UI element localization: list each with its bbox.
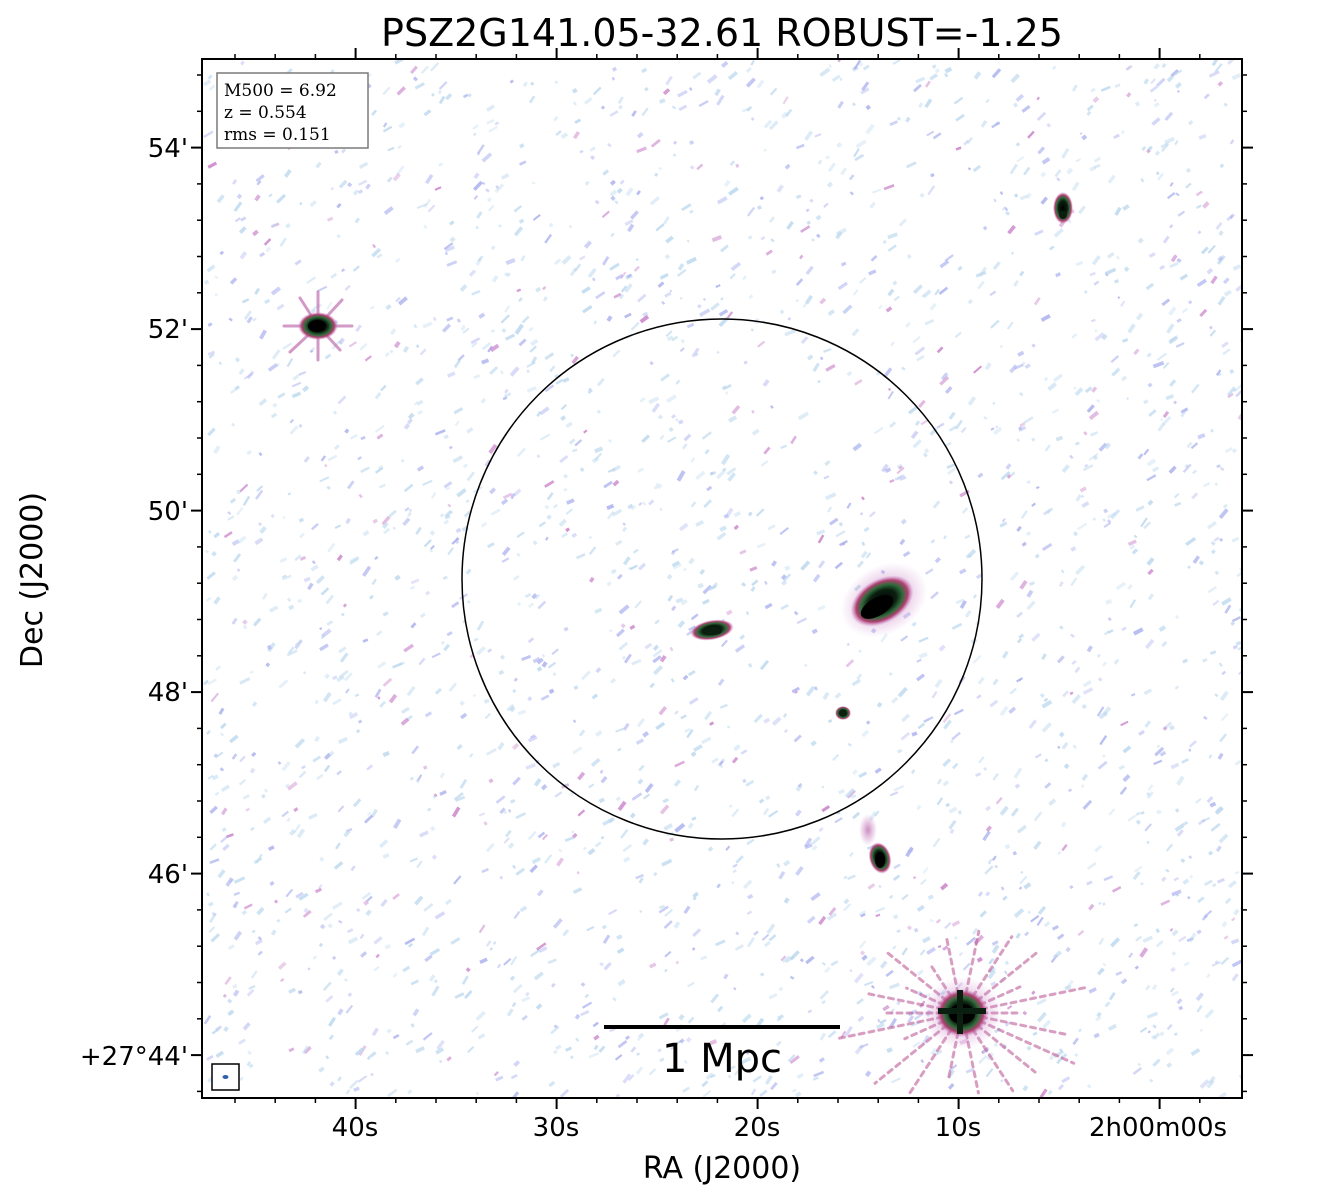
radio-source-small-center xyxy=(835,706,851,720)
x-tick-label: 10s xyxy=(935,1113,982,1143)
x-tick-label: 2h00m00s xyxy=(1089,1113,1227,1143)
y-tick-label: +27°44' xyxy=(80,1042,188,1072)
x-tick-label: 40s xyxy=(332,1113,379,1143)
y-tick-labels: 54' 52' 50' 48' 46' +27°44' xyxy=(80,134,188,1072)
x-tick-label: 30s xyxy=(533,1113,580,1143)
x-axis-label: RA (J2000) xyxy=(643,1151,801,1186)
plot-frame xyxy=(201,58,1243,1099)
info-mass: M500 = 6.92 xyxy=(224,81,337,101)
radio-source-northeast xyxy=(1053,192,1073,224)
axis-ticks xyxy=(191,48,1253,1109)
beam-ellipse xyxy=(222,1075,229,1079)
y-tick-label: 54' xyxy=(148,134,188,164)
r500-circle xyxy=(461,318,983,840)
y-tick-label: 50' xyxy=(148,497,188,527)
y-tick-label: 48' xyxy=(148,678,188,708)
info-redshift: z = 0.554 xyxy=(224,103,307,123)
radio-source-northwest xyxy=(282,290,354,362)
plot-area xyxy=(203,60,1241,1097)
y-tick-label: 46' xyxy=(148,860,188,890)
radio-sources xyxy=(282,192,1088,1097)
radio-source-bright-east xyxy=(840,562,928,638)
beam-box xyxy=(211,1063,240,1091)
radio-source-southeast xyxy=(859,814,892,874)
radio-source-central-west xyxy=(690,619,734,641)
x-tick-labels: 40s 30s 20s 10s 2h00m00s xyxy=(332,1113,1227,1143)
x-tick-label: 20s xyxy=(734,1113,781,1143)
scale-bar-label: 1 Mpc xyxy=(662,1036,782,1082)
y-axis-label: Dec (J2000) xyxy=(15,492,50,668)
y-tick-label: 52' xyxy=(148,315,188,345)
figure-title: PSZ2G141.05-32.61 ROBUST=-1.25 xyxy=(381,11,1063,55)
radio-source-bright-south xyxy=(835,929,1088,1097)
info-rms: rms = 0.151 xyxy=(224,125,331,145)
info-box: M500 = 6.92 z = 0.554 rms = 0.151 xyxy=(216,72,369,149)
